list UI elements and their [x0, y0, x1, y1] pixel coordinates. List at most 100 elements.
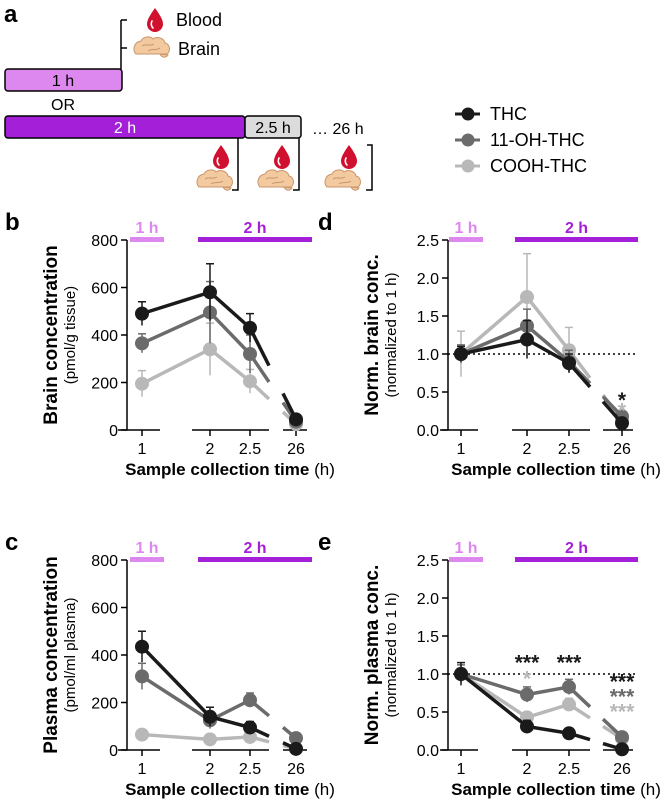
y-tick-label: 200 [91, 696, 118, 713]
data-point [520, 290, 534, 304]
x-tick-label: 2 [523, 441, 532, 458]
time-bar-2h-label: 2 h [243, 540, 266, 557]
significance-marker: *** [515, 651, 540, 674]
panel-label: d [318, 209, 333, 236]
data-point [243, 693, 257, 708]
series-thc [454, 661, 629, 757]
y-axis-subtitle: (pmol/g tissue) [62, 286, 79, 384]
sample-2-5h [257, 138, 300, 191]
series-cooh-thc [135, 322, 303, 432]
time-bar-1h-label: 1 h [454, 540, 477, 557]
x-tick-label: 2 [206, 761, 215, 778]
time-bar-2h-label: 2 h [243, 220, 266, 237]
significance-marker: * [523, 667, 532, 690]
y-tick-label: 400 [91, 328, 118, 345]
label-26h: … 26 h [312, 121, 364, 138]
x-tick-label: 26 [287, 441, 305, 458]
x-tick-label: 2 [523, 761, 532, 778]
series-line [141, 674, 251, 723]
series-line [141, 732, 251, 742]
time-bar-1h [130, 557, 164, 562]
data-point [289, 412, 303, 427]
bar-1h-label: 1 h [52, 73, 74, 90]
y-axis-subtitle: (pmol/ml plasma) [62, 597, 79, 712]
legend-marker [461, 159, 475, 173]
data-point [520, 332, 534, 347]
brain-icon [196, 169, 233, 191]
data-point [562, 697, 576, 712]
brain-icon [257, 169, 294, 191]
y-axis-title: Norm. plasma conc. [362, 565, 383, 746]
x-tick-label: 26 [613, 761, 631, 778]
legend: THC 11-OH-THC COOH-THC [455, 104, 587, 176]
data-point [243, 720, 257, 735]
x-axis-title-unit: (h) [635, 780, 661, 799]
y-tick-label: 2.0 [417, 271, 439, 288]
y-axis-subtitle: (normalized to 1 h) [383, 592, 400, 717]
x-tick-label: 2.5 [239, 441, 261, 458]
data-point [203, 709, 217, 724]
x-tick-label: 1 [138, 761, 147, 778]
schematic-panel-a: a Blood Brain 1 h OR 2 h 2.5 h … 26 h [4, 1, 373, 191]
chart-panel-e: e 1 h 2 h 0.0 0.5 1.0 1.5 2.0 2.5 1 2 2.5 26 Sample c… [318, 529, 661, 799]
bar-2-5h-label: 2.5 h [255, 120, 291, 137]
brain-label: Brain [178, 39, 220, 59]
x-axis-title: Sample collection time (h) [451, 780, 661, 799]
timeline-bracket [120, 19, 127, 69]
x-tick-label: 2.5 [558, 761, 580, 778]
y-tick-label: 1.0 [417, 347, 439, 364]
blood-drop-icon [340, 144, 358, 170]
x-tick-label: 26 [613, 441, 631, 458]
legend-marker [461, 133, 475, 147]
data-point [203, 732, 217, 747]
data-point [135, 376, 149, 391]
series-cooh-thc [135, 727, 303, 756]
data-point [135, 639, 149, 654]
y-tick-label: 600 [91, 601, 118, 618]
x-axis-title: Sample collection time (h) [125, 780, 335, 799]
series-thc [135, 263, 303, 427]
y-tick-label: 0 [109, 423, 118, 440]
blood-drop-icon [212, 144, 230, 170]
series-11-oh-thc [135, 662, 303, 746]
y-tick-label: 0.5 [417, 385, 439, 402]
y-tick-label: 0.5 [417, 705, 439, 722]
data-point [562, 726, 576, 741]
x-axis-title: Sample collection time (h) [125, 460, 335, 479]
y-axis-title: Brain concentration [41, 245, 62, 424]
x-tick-label: 1 [457, 441, 466, 458]
blood-drop-icon [273, 144, 291, 170]
y-tick-label: 1.5 [417, 629, 439, 646]
series-line [141, 310, 252, 356]
y-tick-label: 2.5 [417, 553, 439, 570]
y-tick-label: 1.5 [417, 309, 439, 326]
time-bar-2h-label: 2 h [565, 540, 588, 557]
data-point [135, 336, 149, 351]
chart-panel-c: c 1 h 2 h 0 200 400 600 800 1 2 2.5 26 Sample collec… [5, 529, 335, 799]
time-bar-2h [515, 237, 638, 242]
data-point [243, 347, 257, 361]
time-bar-1h-label: 1 h [135, 540, 158, 557]
x-axis-title-unit: (h) [309, 460, 335, 479]
x-axis-title-unit: (h) [309, 780, 335, 799]
data-point [203, 342, 217, 357]
data-point [454, 347, 468, 361]
y-axis-title: Norm. brain conc. [362, 254, 383, 416]
data-point [289, 731, 303, 746]
x-axis-title-text: Sample collection time [125, 460, 309, 479]
significance-marker: *** [557, 651, 582, 674]
data-point [243, 374, 257, 389]
y-tick-label: 0.0 [417, 743, 439, 760]
data-point [520, 719, 534, 734]
y-tick-label: 1.0 [417, 667, 439, 684]
data-point [135, 306, 149, 321]
time-bar-2h [198, 237, 312, 242]
series-thc [454, 319, 629, 431]
time-bar-1h [449, 557, 483, 562]
time-bar-2h-label: 2 h [565, 220, 588, 237]
x-tick-label: 2.5 [239, 761, 261, 778]
x-tick-label: 1 [457, 761, 466, 778]
series-line [141, 347, 252, 386]
data-point [243, 320, 257, 335]
panel-label: e [318, 529, 331, 556]
